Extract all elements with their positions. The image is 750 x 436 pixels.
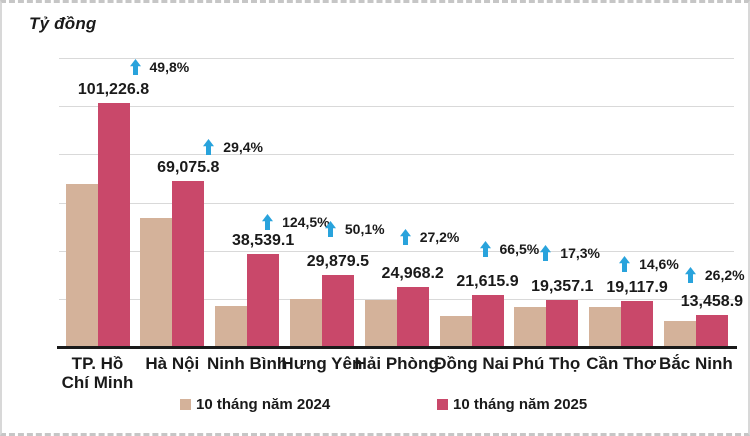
pct-change-text: 66,5%: [499, 240, 540, 257]
bar-2025: [471, 294, 504, 347]
bar-2025: [172, 180, 205, 347]
up-arrow-icon: [684, 266, 696, 283]
bar-2024: [589, 306, 622, 347]
gridline: [59, 154, 734, 155]
pct-change-text: 17,3%: [560, 245, 600, 262]
legend-label-2025: 10 tháng năm 2025: [453, 396, 588, 413]
pct-change-label: 29,4%: [203, 138, 263, 155]
pct-change-label: 49,8%: [129, 59, 190, 76]
gridline: [59, 299, 734, 300]
bar-2025: [695, 314, 728, 347]
gridline: [59, 203, 734, 204]
x-axis-label-line: Chí Minh: [61, 373, 134, 392]
bar-2025: [546, 300, 579, 347]
value-label-2025: 29,879.5: [306, 253, 370, 270]
legend-label-2024: 10 tháng năm 2024: [196, 396, 331, 413]
pct-change-text: 29,4%: [223, 138, 263, 155]
bar-2024: [514, 307, 547, 347]
x-axis-label-line: Cần Thơ: [586, 354, 656, 373]
up-arrow-icon: [540, 245, 552, 262]
pct-change-label: 66,5%: [479, 240, 540, 257]
pct-change-label: 50,1%: [324, 221, 385, 237]
x-axis-label: TP. Hồ Chí Minh: [62, 354, 134, 392]
x-axis-label-line: TP. Hồ: [71, 354, 124, 373]
x-axis-label-line: Hưng Yên: [281, 354, 363, 373]
bar-2025: [321, 275, 354, 347]
value-label-2025: 24,968.2: [381, 264, 444, 282]
value-label-2025: 101,226.8: [77, 81, 150, 99]
bar-2024: [140, 218, 173, 347]
up-arrow-icon: [479, 240, 491, 257]
legend-item-2025: 10 tháng năm 2025: [437, 396, 587, 413]
value-label-2025: 38,539.1: [231, 232, 295, 250]
legend: 10 tháng năm 2024 10 tháng năm 2025: [2, 396, 748, 416]
pct-change-text: 124,5%: [282, 214, 330, 231]
pct-change-label: 17,3%: [540, 245, 600, 262]
pct-change-text: 27,2%: [419, 228, 460, 245]
value-label-2025: 13,458.9: [680, 292, 744, 310]
legend-item-2024: 10 tháng năm 2024: [180, 396, 330, 413]
up-arrow-icon: [129, 59, 141, 76]
up-arrow-icon: [619, 256, 631, 272]
x-axis-label: Phú Thọ: [512, 354, 580, 373]
x-axis-label: Cần Thơ: [586, 354, 656, 373]
value-label-2025: 19,357.1: [531, 278, 594, 296]
x-axis-label-line: Hà Nội: [145, 354, 200, 373]
bar-2024: [663, 321, 696, 347]
gridline: [59, 251, 734, 252]
x-axis-label: Ninh Bình: [207, 354, 287, 373]
value-label-2025: 69,075.8: [157, 158, 220, 176]
pct-change-label: 14,6%: [619, 256, 679, 272]
pct-change-label: 26,2%: [684, 266, 745, 283]
pct-change-label: 27,2%: [399, 228, 460, 245]
value-label-2025: 19,117.9: [606, 279, 668, 296]
bar-2025: [396, 286, 429, 347]
x-axis-label: Hưng Yên: [281, 354, 362, 373]
pct-change-text: 50,1%: [344, 221, 385, 237]
bar-2024: [439, 315, 472, 347]
pct-change-text: 49,8%: [149, 59, 190, 76]
x-axis-label-line: Phú Thọ: [512, 354, 581, 373]
chart-title: Tỷ đồng: [29, 14, 97, 33]
gridline: [59, 58, 734, 59]
up-arrow-icon: [399, 228, 411, 245]
x-axis-label: Bắc Ninh: [659, 354, 733, 373]
bar-2025: [621, 301, 654, 347]
up-arrow-icon: [203, 138, 215, 155]
bar-2024: [215, 305, 248, 347]
x-axis-label: Đồng Nai: [434, 354, 509, 373]
bar-2024: [65, 184, 98, 347]
up-arrow-icon: [324, 221, 336, 237]
bar-2025: [247, 254, 280, 347]
plot-area: 101,226.8 49,8% TP. Hồ Chí Minh 69,075.8 29,4…: [2, 3, 748, 433]
bar-2025: [97, 103, 130, 347]
pct-change-text: 26,2%: [704, 266, 745, 283]
gridline: [59, 106, 734, 107]
pct-change-label: 124,5%: [262, 214, 330, 231]
bar-2024: [364, 299, 397, 347]
legend-swatch-2024: [180, 399, 191, 410]
x-axis-label-line: Hải Phòng: [354, 354, 439, 373]
x-axis-label-line: Ninh Bình: [206, 354, 288, 373]
bar-2024: [289, 299, 322, 347]
x-axis-label: Hà Nội: [145, 354, 199, 373]
x-axis-label-line: Bắc Ninh: [659, 354, 733, 373]
x-axis-label-line: Đồng Nai: [434, 354, 509, 373]
x-axis-label: Hải Phòng: [355, 354, 439, 373]
legend-swatch-2025: [437, 399, 448, 410]
value-label-2025: 21,615.9: [456, 272, 519, 290]
pct-change-text: 14,6%: [639, 256, 679, 272]
x-axis-line: [57, 346, 737, 349]
up-arrow-icon: [262, 214, 274, 231]
